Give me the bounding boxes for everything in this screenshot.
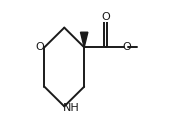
Text: O: O: [35, 42, 44, 52]
Polygon shape: [80, 32, 88, 47]
Text: O: O: [122, 42, 131, 52]
Text: O: O: [101, 12, 110, 22]
Text: NH: NH: [63, 103, 80, 113]
